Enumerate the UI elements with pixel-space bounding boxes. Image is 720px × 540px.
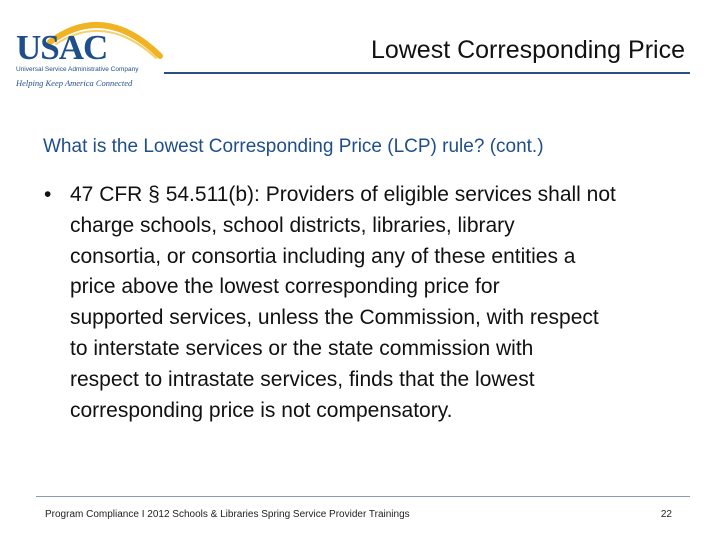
bullet-line: corresponding price is not compensatory.: [70, 398, 453, 422]
logo-tagline: Helping Keep America Connected: [16, 78, 133, 88]
bullet-line: charge schools, school districts, librar…: [70, 213, 515, 237]
footer-separator: I: [141, 509, 145, 520]
logo-subtitle: Universal Service Administrative Company: [16, 66, 139, 73]
header-divider: [164, 72, 690, 74]
logo-wordmark: USAC: [16, 28, 108, 67]
bullet-line: consortia, or consortia including any of…: [70, 244, 576, 268]
page-number: 22: [660, 509, 672, 520]
footer-text: Program Compliance I 2012 Schools & Libr…: [45, 509, 410, 520]
footer-divider: [36, 496, 690, 497]
logo-arc-icon: [47, 21, 163, 59]
usac-logo: USAC Universal Service Administrative Co…: [10, 8, 170, 90]
bullet-line: supported services, unless the Commissio…: [70, 306, 599, 330]
slide-title: Lowest Corresponding Price: [370, 36, 685, 64]
bullet-line: to interstate services or the state comm…: [70, 336, 534, 360]
slide-subtitle: What is the Lowest Corresponding Price (…: [43, 136, 544, 157]
footer-program: Program Compliance: [45, 509, 139, 520]
bullet-line: price above the lowest corresponding pri…: [70, 275, 500, 299]
bullet-line: 47 CFR § 54.511(b): Providers of eligibl…: [70, 183, 616, 206]
bullet-marker: •: [44, 183, 52, 206]
bullet-line: respect to intrastate services, finds th…: [70, 367, 535, 391]
footer-event: 2012 Schools & Libraries Spring Service …: [147, 509, 410, 520]
bullet-text: 47 CFR § 54.511(b): Providers of eligibl…: [70, 180, 690, 426]
